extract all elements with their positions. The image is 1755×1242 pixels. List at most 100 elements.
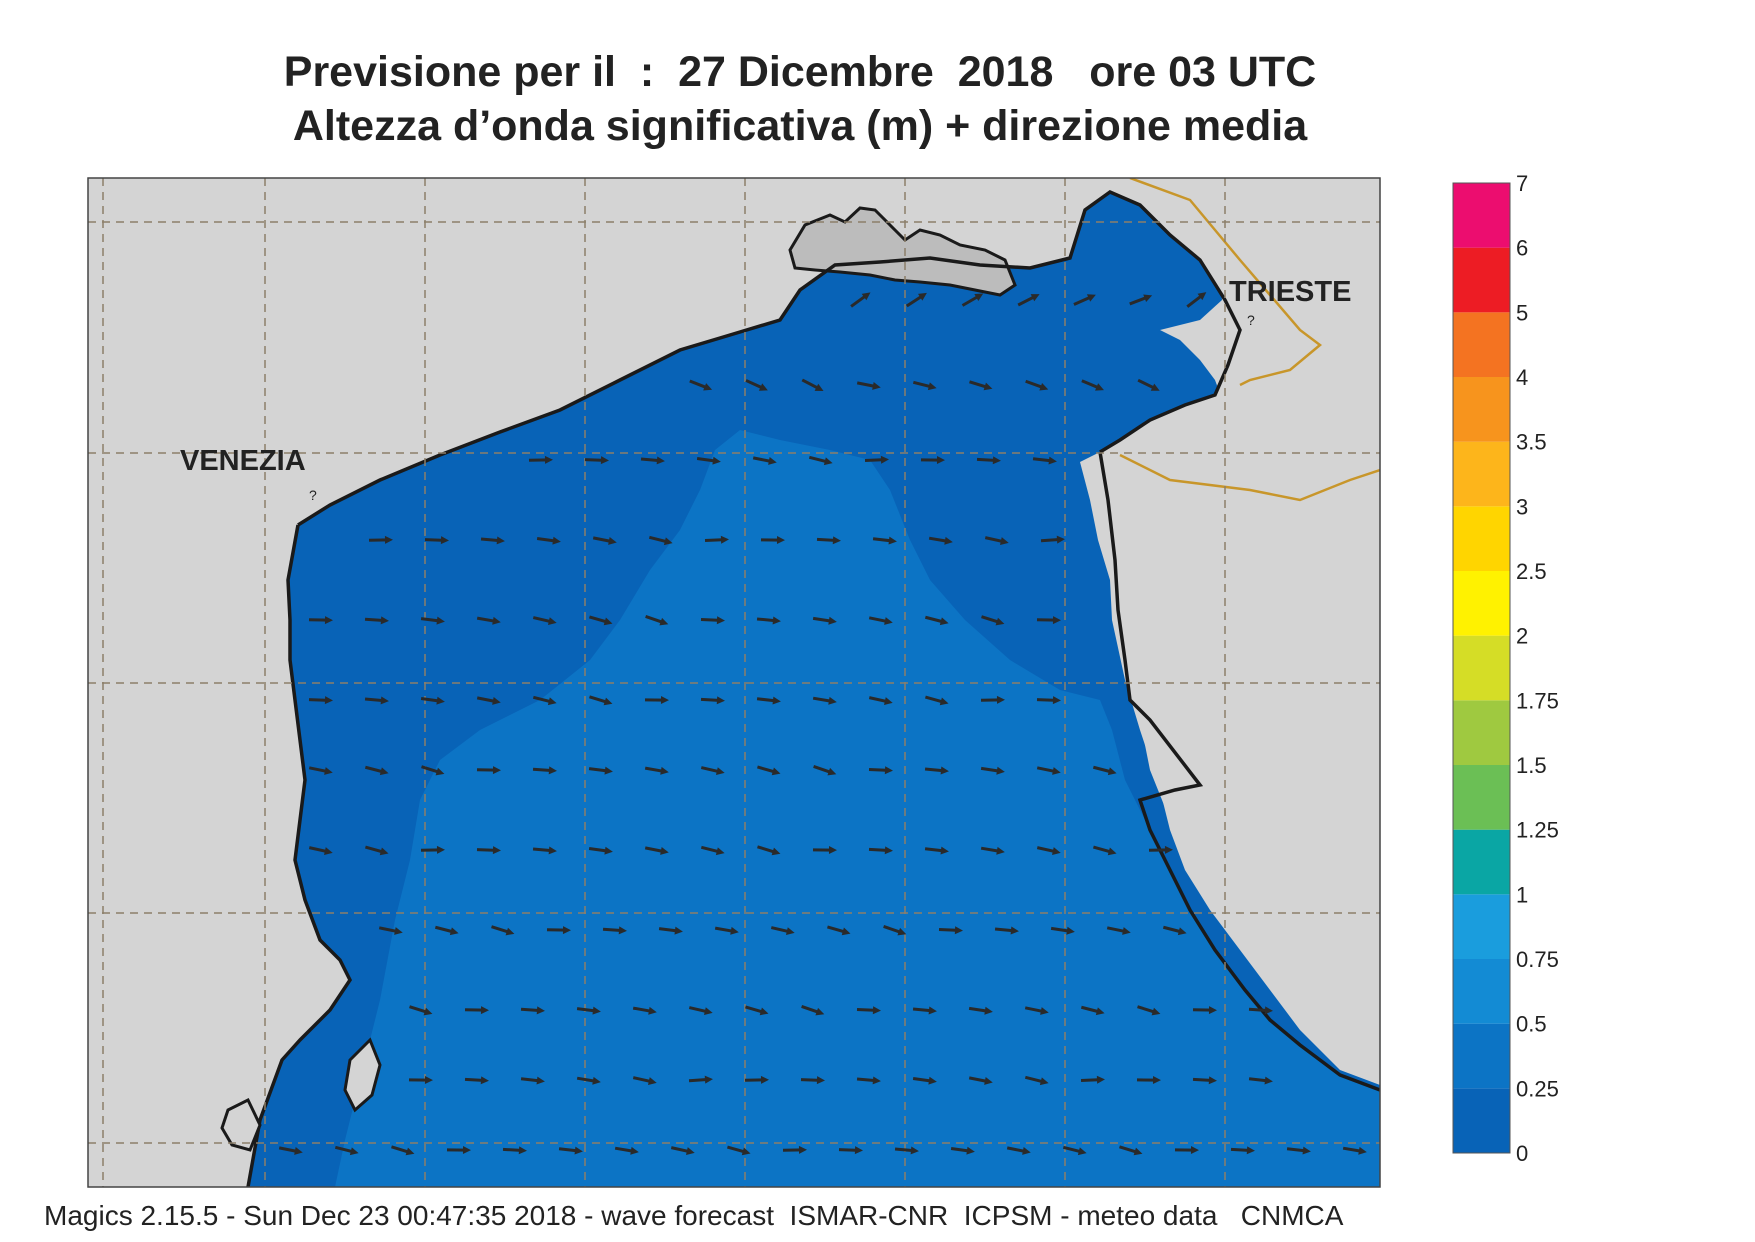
wave-arrow: [1017, 294, 1040, 307]
legend-tick-label: 0.5: [1516, 1012, 1547, 1037]
wave-arrow: [696, 456, 721, 465]
coastline-east: [1098, 451, 1380, 1092]
wave-arrow: [905, 292, 927, 308]
wave-arrow: [868, 696, 893, 705]
wave-arrow: [476, 696, 501, 705]
wave-arrow: [476, 766, 501, 775]
wave-arrow: [1092, 765, 1117, 776]
wave-arrow: [980, 766, 1005, 775]
wave-arrow: [576, 1006, 601, 1015]
wave-arrow: [648, 535, 673, 546]
wave-arrow: [752, 456, 777, 465]
legend-tick-label: 2: [1516, 624, 1528, 649]
wave-arrow: [812, 616, 837, 625]
coastline-west: [297, 189, 1242, 527]
wave-arrow: [961, 293, 984, 307]
wave-arrow: [1342, 1146, 1367, 1155]
graticule: [88, 178, 1380, 1187]
wave-arrow: [420, 616, 445, 625]
wave-arrow: [714, 926, 739, 935]
map-footer: Magics 2.15.5 - Sun Dec 23 00:47:35 2018…: [44, 1200, 1344, 1231]
wave-arrow: [868, 616, 893, 625]
wave-arrow: [532, 846, 557, 855]
wave-arrow: [424, 536, 449, 545]
wave-arrow: [782, 1145, 807, 1154]
wave-arrow: [420, 845, 445, 854]
wave-arrow: [1025, 379, 1049, 391]
wave-arrow: [912, 1006, 937, 1015]
wave-arrow: [801, 1005, 825, 1016]
wave-arrow: [856, 1076, 881, 1085]
wave-arrow: [968, 1006, 993, 1015]
wave-arrow: [770, 926, 795, 936]
city-label-venezia: VENEZIA: [180, 445, 306, 477]
legend-swatch: [1453, 635, 1510, 701]
wave-arrow: [520, 1006, 545, 1015]
wave-arrow: [602, 926, 627, 935]
wave-arrow: [1080, 1075, 1105, 1084]
istria-land: [1108, 178, 1380, 1070]
wave-arrow: [520, 1076, 545, 1085]
wave-arrow: [491, 925, 515, 936]
wave-arrow: [726, 1145, 751, 1156]
wave-arrow: [745, 379, 768, 391]
wave-arrow: [938, 926, 963, 935]
trieste-marker: ?: [1247, 312, 1255, 328]
legend-swatch: [1453, 829, 1510, 895]
wave-arrow: [984, 536, 1009, 545]
wave-arrow: [528, 455, 553, 464]
wave-arrow: [658, 926, 683, 935]
wave-arrow: [812, 846, 837, 855]
wave-arrow: [644, 766, 669, 775]
wave-arrow: [1050, 926, 1075, 935]
wave-arrow: [1248, 1006, 1273, 1015]
wave-arrow: [756, 696, 781, 705]
wave-arrow: [1080, 1005, 1105, 1016]
wave-arrow: [532, 766, 557, 775]
legend-tick-label: 1: [1516, 882, 1528, 907]
wave-arrow: [391, 1145, 415, 1156]
wave-arrow: [408, 1076, 433, 1085]
map-frame: [87, 177, 1381, 1188]
wave-arrow: [308, 616, 333, 625]
venezia-marker: ?: [309, 487, 317, 503]
wave-arrow: [1119, 1145, 1143, 1156]
legend-swatch: [1453, 1023, 1510, 1089]
wave-arrow: [1286, 1146, 1311, 1155]
wave-arrow: [872, 536, 897, 545]
legend-tick-label: 3.5: [1516, 430, 1547, 455]
legend-tick-label: 0.75: [1516, 947, 1559, 972]
wave-arrow: [1040, 535, 1065, 544]
wave-arrow: [808, 455, 833, 466]
legend-tick-label: 3: [1516, 494, 1528, 519]
wave-arrow: [368, 535, 393, 544]
wave-arrow: [976, 456, 1001, 465]
country-border: [1129, 178, 1323, 387]
wave-arrow: [1073, 294, 1096, 306]
wave-arrow: [640, 456, 665, 465]
legend-swatch: [1453, 571, 1510, 636]
city-label-trieste: TRIESTE: [1229, 276, 1351, 308]
legend-swatch: [1453, 894, 1510, 959]
wave-arrow: [980, 846, 1005, 855]
wave-arrow: [850, 292, 871, 308]
wave-arrow: [757, 845, 781, 856]
wave-arrow: [801, 378, 824, 392]
wave-arrow: [920, 456, 945, 465]
friuli-land: [88, 178, 1090, 1187]
wave-arrow: [644, 846, 669, 855]
wave-arrow: [756, 616, 781, 625]
wave-arrow: [378, 926, 403, 935]
grado-lagoon: [788, 206, 1017, 297]
wave-arrow: [644, 696, 669, 705]
wave-arrow: [968, 1076, 993, 1085]
wave-arrow: [812, 696, 837, 705]
wave-arrow: [584, 456, 609, 465]
wave-arrow: [856, 381, 881, 390]
wave-arrow: [912, 380, 937, 391]
wave-arrow: [689, 379, 713, 391]
wave-arrow: [1036, 616, 1061, 625]
wave-arrow: [558, 1146, 583, 1155]
wave-arrow: [480, 536, 505, 545]
